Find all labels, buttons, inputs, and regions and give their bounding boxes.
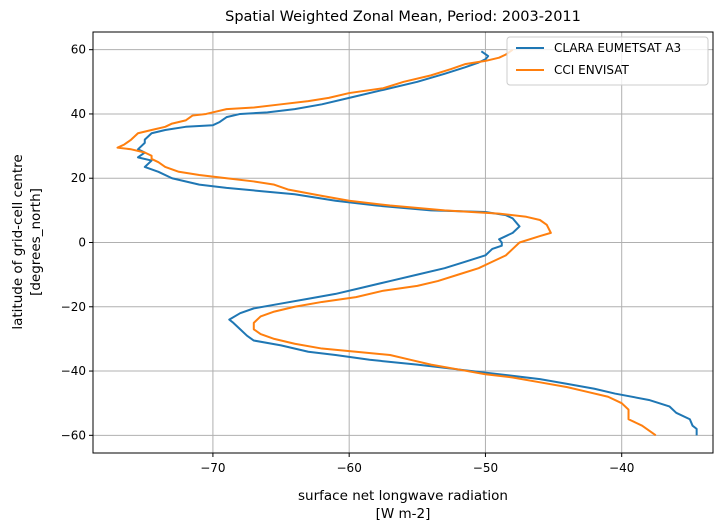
y-tick-label: 0	[78, 236, 86, 250]
series-line-cci	[116, 48, 657, 437]
ticks-layer: −70 −60 −50 −40 −60 −40 −20 0 20 40 60	[61, 43, 635, 475]
y-tick-label: −20	[61, 300, 86, 314]
grid-layer	[93, 32, 713, 453]
legend-label-clara: CLARA EUMETSAT A3	[554, 41, 681, 55]
x-tick-label: −40	[609, 461, 634, 475]
y-axis-label: latitude of grid-cell centre	[10, 154, 26, 329]
x-axis-label: surface net longwave radiation	[298, 488, 508, 504]
series-layer	[116, 48, 698, 437]
legend: CLARA EUMETSAT A3 CCI ENVISAT	[506, 36, 709, 86]
chart-title: Spatial Weighted Zonal Mean, Period: 200…	[225, 9, 581, 25]
y-tick-label: 40	[71, 107, 86, 121]
x-tick-label: −60	[337, 461, 362, 475]
plot-frame	[92, 31, 714, 454]
y-tick-label: 20	[71, 171, 86, 185]
y-tick-label: −40	[61, 364, 86, 378]
series-line-clara	[136, 50, 698, 436]
legend-label-cci: CCI ENVISAT	[554, 63, 630, 77]
y-tick-label: −60	[61, 428, 86, 442]
y-tick-label: 60	[71, 43, 86, 57]
x-tick-label: −70	[200, 461, 225, 475]
legend-box	[506, 36, 709, 86]
y-axis-units: [degrees_north]	[28, 188, 44, 296]
x-axis-units: [W m-2]	[376, 506, 431, 522]
x-tick-label: −50	[473, 461, 498, 475]
